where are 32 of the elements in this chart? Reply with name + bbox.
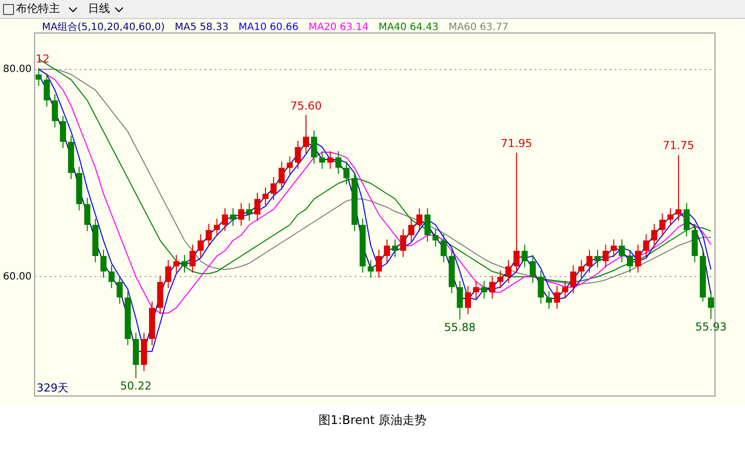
- candlestick: [286, 156, 293, 175]
- y-tick-label: 80.00: [2, 64, 32, 75]
- annotation: 71.95: [500, 137, 532, 150]
- candlestick: [692, 223, 698, 263]
- candlestick: [489, 275, 496, 300]
- annotation: 75.60: [290, 99, 322, 112]
- candlestick: [651, 223, 658, 248]
- text: MA40 64.43: [378, 22, 438, 33]
- candlestick: [610, 238, 617, 258]
- candlestick: [84, 197, 90, 232]
- annotation: 71.75: [662, 139, 694, 152]
- text: 图1:Brent 原油走势: [317, 412, 428, 429]
- candlestick: [530, 254, 536, 284]
- candlestick: [124, 290, 131, 346]
- candlestick: [570, 264, 576, 294]
- text: 布伦特主: [16, 1, 60, 17]
- y-tick-label: 60.00: [2, 271, 32, 282]
- annotation: 12: [36, 52, 50, 66]
- text: MA20 63.14: [308, 22, 368, 33]
- text: MA10 60.66: [238, 22, 298, 33]
- text: MA5 58.33: [174, 22, 228, 33]
- annotation: 55.88: [444, 320, 476, 334]
- text: 日线: [88, 1, 110, 17]
- annotation: 55.93: [695, 320, 727, 334]
- text: MA60 63.77: [448, 22, 508, 33]
- text: MA组合(5,10,20,40,60,0): [42, 22, 165, 33]
- candlestick: [206, 223, 212, 248]
- annotation: 329天: [36, 381, 69, 394]
- candlestick: [165, 260, 172, 289]
- annotation: 50.22: [120, 380, 152, 393]
- candlestick: [448, 249, 455, 294]
- candlestick: [44, 72, 50, 108]
